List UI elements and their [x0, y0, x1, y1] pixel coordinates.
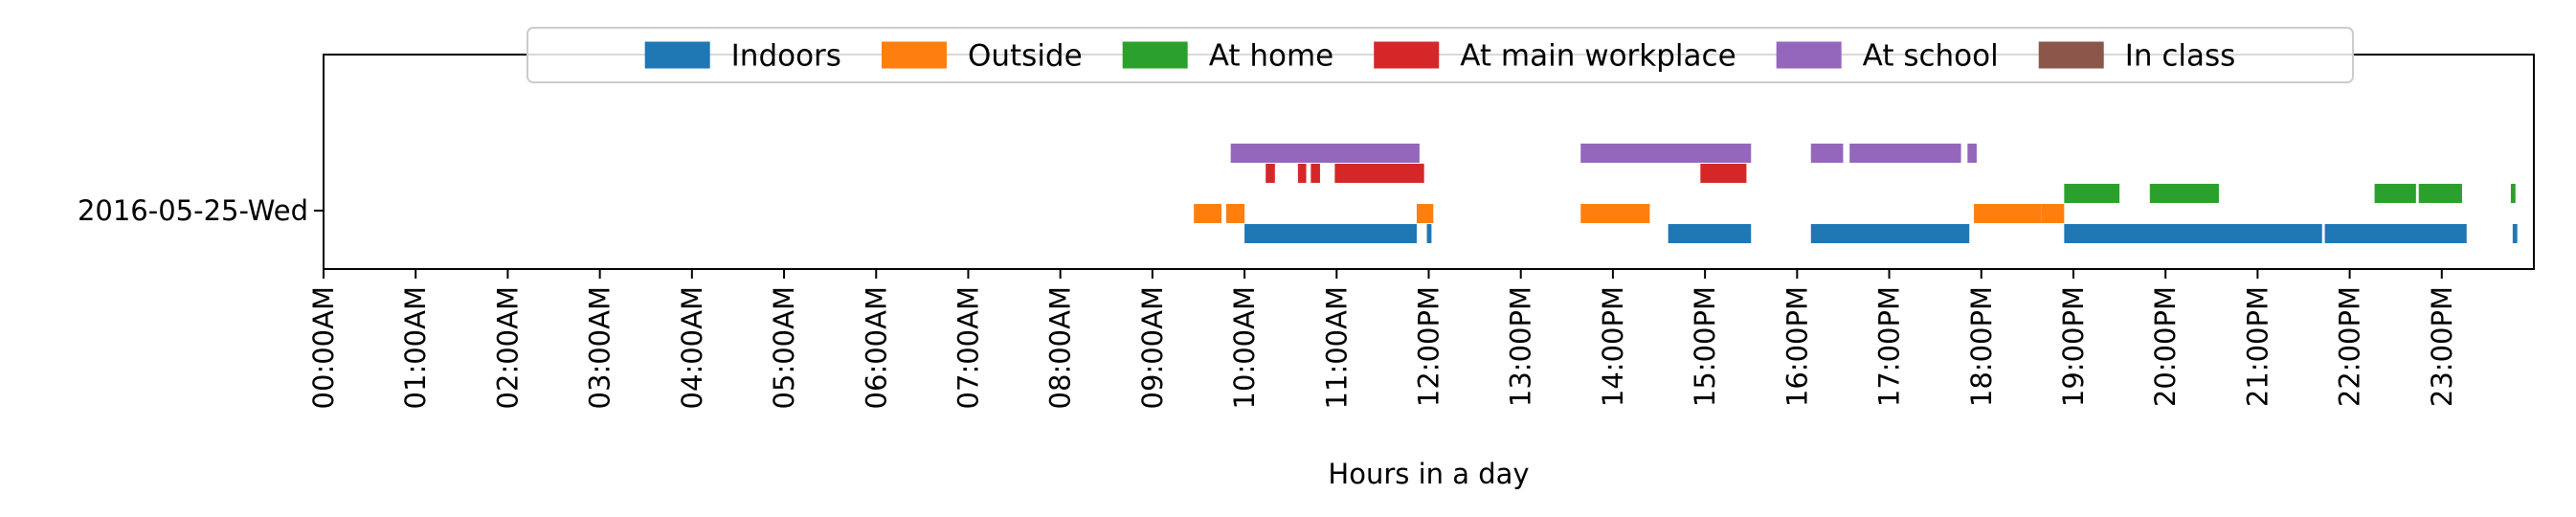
bar-outside	[2041, 204, 2065, 223]
x-tick-label: 09:00AM	[1136, 286, 1169, 409]
bar-at-home	[2149, 184, 2219, 203]
x-tick-label: 02:00AM	[491, 286, 524, 409]
legend-swatch-at-main-workplace	[1374, 41, 1440, 69]
x-tick-label: 20:00PM	[2149, 286, 2182, 407]
x-tick-label: 16:00PM	[1781, 286, 1813, 407]
bar-at-school	[1849, 144, 1961, 163]
bar-outside	[1194, 204, 1222, 223]
legend-swatch-in-class	[2038, 41, 2104, 69]
legend-box	[526, 27, 2354, 83]
x-tick-label: 05:00AM	[768, 286, 800, 409]
x-tick-label: 04:00AM	[676, 286, 708, 409]
x-tick-label: 13:00PM	[1505, 286, 1537, 407]
bar-at-main-workplace	[1297, 164, 1307, 183]
bar-at-school	[1967, 144, 1977, 163]
bar-outside	[1225, 204, 1245, 223]
x-tick-label: 21:00PM	[2241, 286, 2274, 407]
x-tick-label: 18:00PM	[1965, 286, 1998, 407]
bar-indoors	[1668, 224, 1752, 243]
x-tick-label: 07:00AM	[952, 286, 984, 409]
legend-label: In class	[2125, 39, 2236, 74]
x-tick-label: 08:00AM	[1044, 286, 1077, 409]
bar-outside	[1974, 204, 2042, 223]
legend-label: Indoors	[731, 39, 841, 74]
bar-at-home	[2064, 184, 2120, 203]
legend-label: At home	[1209, 39, 1334, 74]
x-tick-label: 14:00PM	[1597, 286, 1629, 407]
bar-indoors	[2324, 224, 2467, 243]
legend-swatch-at-school	[1776, 41, 1842, 69]
bar-at-school	[1230, 144, 1420, 163]
legend-swatch-indoors	[644, 41, 710, 69]
x-tick-label: 22:00PM	[2334, 286, 2366, 407]
x-tick-label: 10:00AM	[1228, 286, 1261, 409]
bar-indoors	[1426, 224, 1432, 243]
legend-swatch-at-home	[1122, 41, 1188, 69]
bar-at-school	[1580, 144, 1752, 163]
legend-label: At school	[1863, 39, 1999, 74]
x-tick-label: 06:00AM	[860, 286, 892, 409]
legend-label: At main workplace	[1460, 39, 1736, 74]
y-tick-label: 2016-05-25-Wed	[78, 194, 308, 227]
x-tick-label: 01:00AM	[399, 286, 432, 409]
chart-axes: 2016-05-25-Wed 00:00AM 01:00AM 02:00AM 03:00…	[78, 194, 2458, 409]
x-tick-label: 19:00PM	[2057, 286, 2090, 407]
bar-at-home	[2510, 184, 2516, 203]
x-tick-label: 12:00PM	[1413, 286, 1445, 407]
bar-at-home	[2374, 184, 2416, 203]
bar-indoors	[1810, 224, 1970, 243]
bar-indoors	[1244, 224, 1417, 243]
x-tick-label: 03:00AM	[584, 286, 616, 409]
bar-outside	[1416, 204, 1434, 223]
x-tick-label: 11:00AM	[1320, 286, 1353, 409]
bar-at-main-workplace	[1266, 164, 1275, 183]
legend: Indoors Outside At home At main workplace At…	[526, 27, 2354, 83]
x-axis-label: Hours in a day	[1328, 458, 1529, 490]
bar-at-home	[2418, 184, 2462, 203]
x-tick-label: 17:00PM	[1873, 286, 1906, 407]
bar-indoors	[2064, 224, 2322, 243]
legend-label: Outside	[968, 39, 1083, 74]
x-tick-label: 15:00PM	[1689, 286, 1721, 407]
bar-at-main-workplace	[1310, 164, 1320, 183]
bar-outside	[1580, 204, 1650, 223]
legend-swatch-outside	[881, 41, 947, 69]
bar-at-main-workplace	[1700, 164, 1747, 183]
x-tick-label: 23:00PM	[2426, 286, 2458, 407]
bar-indoors	[2512, 224, 2518, 243]
bar-at-main-workplace	[1334, 164, 1424, 183]
bar-at-school	[1810, 144, 1844, 163]
x-tick-label: 00:00AM	[307, 286, 340, 409]
chart-marks	[1194, 144, 2518, 243]
